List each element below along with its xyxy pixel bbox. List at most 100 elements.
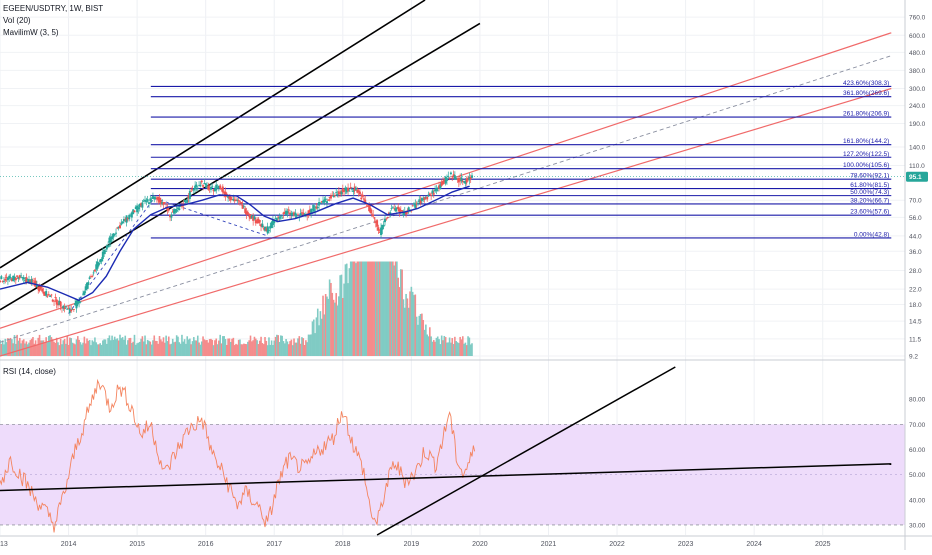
candle-body	[249, 214, 252, 219]
volume-bar	[178, 342, 181, 356]
volume-bar	[148, 340, 150, 356]
candle-body	[266, 226, 269, 234]
symbol-legend[interactable]: EGEEN/USDTRY, 1W, BIST	[3, 4, 104, 13]
volume-bar	[469, 344, 472, 356]
volume-bar	[276, 334, 278, 356]
volume-bar	[378, 261, 381, 356]
volume-bar	[301, 337, 303, 356]
volume-bar	[425, 324, 427, 356]
candle-body	[300, 212, 303, 214]
candle-body	[383, 218, 386, 223]
rsi-tick-label: 70.00	[909, 422, 926, 429]
volume-bar	[140, 338, 142, 356]
candle-body	[227, 196, 230, 198]
candle-body	[241, 205, 244, 209]
candle-body	[449, 172, 452, 175]
volume-bar	[157, 343, 160, 356]
volume-bar	[128, 338, 131, 356]
time-tick-label: 2013	[0, 541, 8, 548]
candle-body	[265, 228, 268, 231]
volume-bar	[253, 336, 256, 356]
rsi-curve	[0, 378, 476, 533]
volume-bar	[123, 339, 125, 356]
candle-body	[282, 212, 285, 214]
volume-bar	[240, 344, 243, 356]
volume-bar	[371, 261, 373, 356]
candle-body	[198, 185, 201, 187]
volume-bar	[212, 345, 215, 356]
candle-body	[147, 202, 150, 204]
candle-body	[58, 300, 61, 306]
price-tick-label: 480.0	[909, 50, 926, 57]
candle-body	[447, 176, 450, 177]
candle-body	[459, 177, 462, 181]
time-tick-label: 2017	[266, 541, 282, 548]
volume-bar	[149, 341, 152, 356]
candle-body	[128, 214, 131, 220]
candle-body	[216, 187, 219, 189]
volume-bar	[450, 342, 452, 356]
fib-level-label: 78.60%(92.1)	[850, 173, 889, 180]
candle-body	[380, 227, 383, 235]
volume-bar	[175, 335, 178, 356]
mavilim-curve	[0, 185, 470, 302]
volume-bar	[69, 337, 71, 356]
volume-bar	[47, 335, 50, 356]
candle-body	[428, 193, 431, 195]
volume-bar	[461, 336, 464, 356]
volume-bar	[161, 341, 163, 356]
candle-body	[420, 198, 423, 201]
candle-body	[464, 180, 467, 184]
time-tick-label: 2019	[404, 541, 420, 548]
candle-body	[237, 200, 240, 202]
candle-body	[296, 214, 299, 216]
volume-bar	[95, 342, 98, 356]
volume-bar	[468, 337, 471, 356]
volume-bar	[418, 315, 421, 356]
price-tick-label: 28.0	[909, 268, 922, 275]
volume-bar	[125, 344, 128, 356]
volume-bar	[369, 261, 372, 356]
candle-body	[233, 200, 236, 202]
candle-body	[171, 211, 174, 213]
volume-bar	[291, 345, 294, 356]
volume-bar	[323, 314, 326, 356]
volume-bar	[444, 337, 447, 356]
volume-bar	[312, 319, 315, 356]
volume-bar	[214, 340, 216, 356]
candle-body	[254, 219, 257, 224]
candle-body	[96, 261, 99, 269]
candle-body	[46, 295, 49, 297]
volume-bar	[377, 261, 380, 356]
candle-body	[333, 195, 336, 196]
volume-bar	[119, 334, 121, 356]
candle-body	[436, 190, 439, 192]
volume-bar	[458, 343, 460, 356]
volume-bar	[171, 338, 174, 356]
candle-body	[453, 175, 456, 180]
candle-body	[460, 177, 463, 182]
volume-bar	[427, 336, 430, 356]
candle-body	[245, 211, 248, 215]
volume-bar	[100, 344, 103, 356]
candle-body	[91, 276, 94, 277]
rsi-tick-label: 60.00	[909, 447, 926, 454]
candle-body	[146, 199, 149, 202]
candle-body	[104, 251, 107, 252]
candle-body	[42, 291, 45, 294]
volume-bar	[349, 261, 352, 356]
candle-body	[250, 215, 253, 219]
volume-bar	[29, 340, 32, 356]
volume-bar	[26, 344, 29, 356]
candle-body	[116, 227, 119, 229]
candle-body	[273, 220, 276, 224]
candle-body	[204, 183, 207, 186]
candle-body	[113, 234, 116, 235]
mavilim-legend[interactable]: MavilimW (3, 5)	[3, 28, 59, 37]
rsi-legend[interactable]: RSI (14, close)	[3, 367, 56, 376]
volume-legend[interactable]: Vol (20)	[3, 16, 31, 25]
volume-bar	[410, 286, 413, 356]
candle-body	[132, 209, 135, 215]
volume-bar	[381, 261, 384, 356]
